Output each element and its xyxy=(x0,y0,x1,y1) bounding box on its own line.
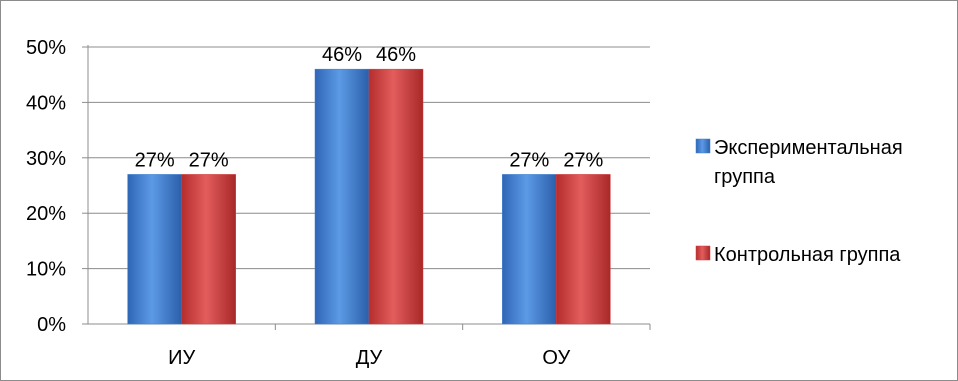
bar-experimental xyxy=(127,174,182,325)
data-label: 27% xyxy=(189,149,229,171)
y-tick-label: 40% xyxy=(26,92,66,114)
bar-control xyxy=(368,68,424,325)
legend-label: Контрольная группа xyxy=(714,244,901,266)
labels: 0% 10% 20% 30% 40% 50% 27% 27% ИУ 46% 46% ДУ 27% 27% О… xyxy=(26,37,604,369)
y-tick-label: 0% xyxy=(37,314,66,336)
bar-experimental xyxy=(502,174,557,325)
y-tick-label: 10% xyxy=(26,259,66,281)
data-label: 46% xyxy=(376,44,416,66)
data-label: 46% xyxy=(322,44,362,66)
bar-control xyxy=(556,174,611,325)
bar-control xyxy=(181,174,236,325)
legend-swatch xyxy=(695,245,711,261)
legend-label: Экспериментальная xyxy=(714,137,903,159)
data-label: 27% xyxy=(509,149,549,171)
legend: Экспериментальная группа Контрольная групп… xyxy=(695,137,903,266)
y-tick-label: 50% xyxy=(26,37,66,59)
data-label: 27% xyxy=(563,149,603,171)
x-tick-label: ОУ xyxy=(542,347,570,369)
x-tick-label: ИУ xyxy=(168,347,195,369)
bars xyxy=(127,68,611,325)
y-tick-label: 30% xyxy=(26,148,66,170)
bar-experimental xyxy=(314,68,370,325)
legend-swatch xyxy=(695,138,711,154)
x-tick-label: ДУ xyxy=(356,347,383,369)
data-label: 27% xyxy=(135,149,175,171)
y-tick-label: 20% xyxy=(26,203,66,225)
legend-label: группа xyxy=(714,166,776,188)
